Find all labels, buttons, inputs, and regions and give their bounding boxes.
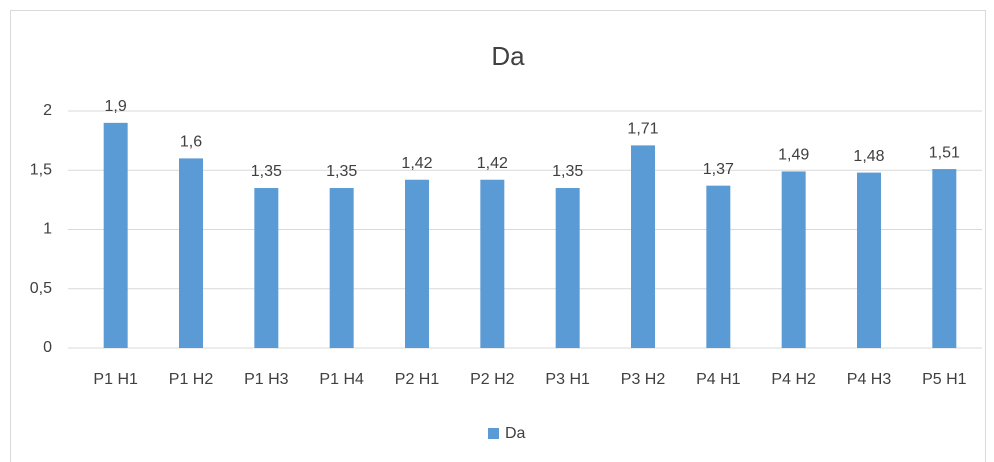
x-tick-label: P3 H1 [545, 371, 590, 388]
y-tick-label: 1 [43, 221, 52, 238]
x-tick-label: P1 H2 [169, 371, 214, 388]
y-tick-label: 0 [43, 339, 52, 356]
x-tick-label: P2 H1 [395, 371, 440, 388]
data-label: 1,42 [477, 155, 508, 172]
bar [631, 145, 655, 348]
y-tick-label: 0,5 [30, 280, 52, 297]
data-label: 1,9 [105, 98, 127, 115]
x-tick-label: P5 H1 [922, 371, 967, 388]
x-tick-label: P1 H4 [319, 371, 364, 388]
bar [706, 185, 731, 348]
bar [405, 179, 429, 348]
data-label: 1,35 [326, 163, 357, 180]
bar [103, 122, 128, 348]
x-tick-label: P4 H3 [847, 371, 892, 388]
y-tick-label: 1,5 [30, 161, 52, 178]
bar [254, 188, 279, 348]
x-tick-label: P4 H2 [771, 371, 816, 388]
data-label: 1,48 [853, 148, 884, 165]
data-label: 1,35 [552, 163, 583, 180]
bar [179, 158, 203, 348]
x-tick-label: P1 H3 [244, 371, 289, 388]
x-tick-label: P2 H2 [470, 371, 515, 388]
bar [329, 188, 354, 348]
chart-title: Da [491, 41, 525, 71]
bar [781, 171, 806, 348]
data-label: 1,49 [778, 147, 809, 164]
bar [932, 169, 957, 348]
legend-label: Da [505, 425, 526, 442]
bar [555, 188, 580, 348]
bar [857, 172, 881, 348]
y-tick-label: 2 [43, 102, 52, 119]
x-tick-label: P3 H2 [621, 371, 666, 388]
data-label: 1,71 [627, 121, 658, 138]
data-label: 1,51 [929, 144, 960, 161]
x-tick-label: P4 H1 [696, 371, 741, 388]
data-label: 1,42 [401, 155, 432, 172]
legend-swatch [488, 428, 499, 439]
bar [480, 179, 505, 348]
data-label: 1,35 [251, 163, 282, 180]
data-label: 1,37 [703, 161, 734, 178]
data-label: 1,6 [180, 134, 202, 151]
x-tick-label: P1 H1 [93, 371, 138, 388]
